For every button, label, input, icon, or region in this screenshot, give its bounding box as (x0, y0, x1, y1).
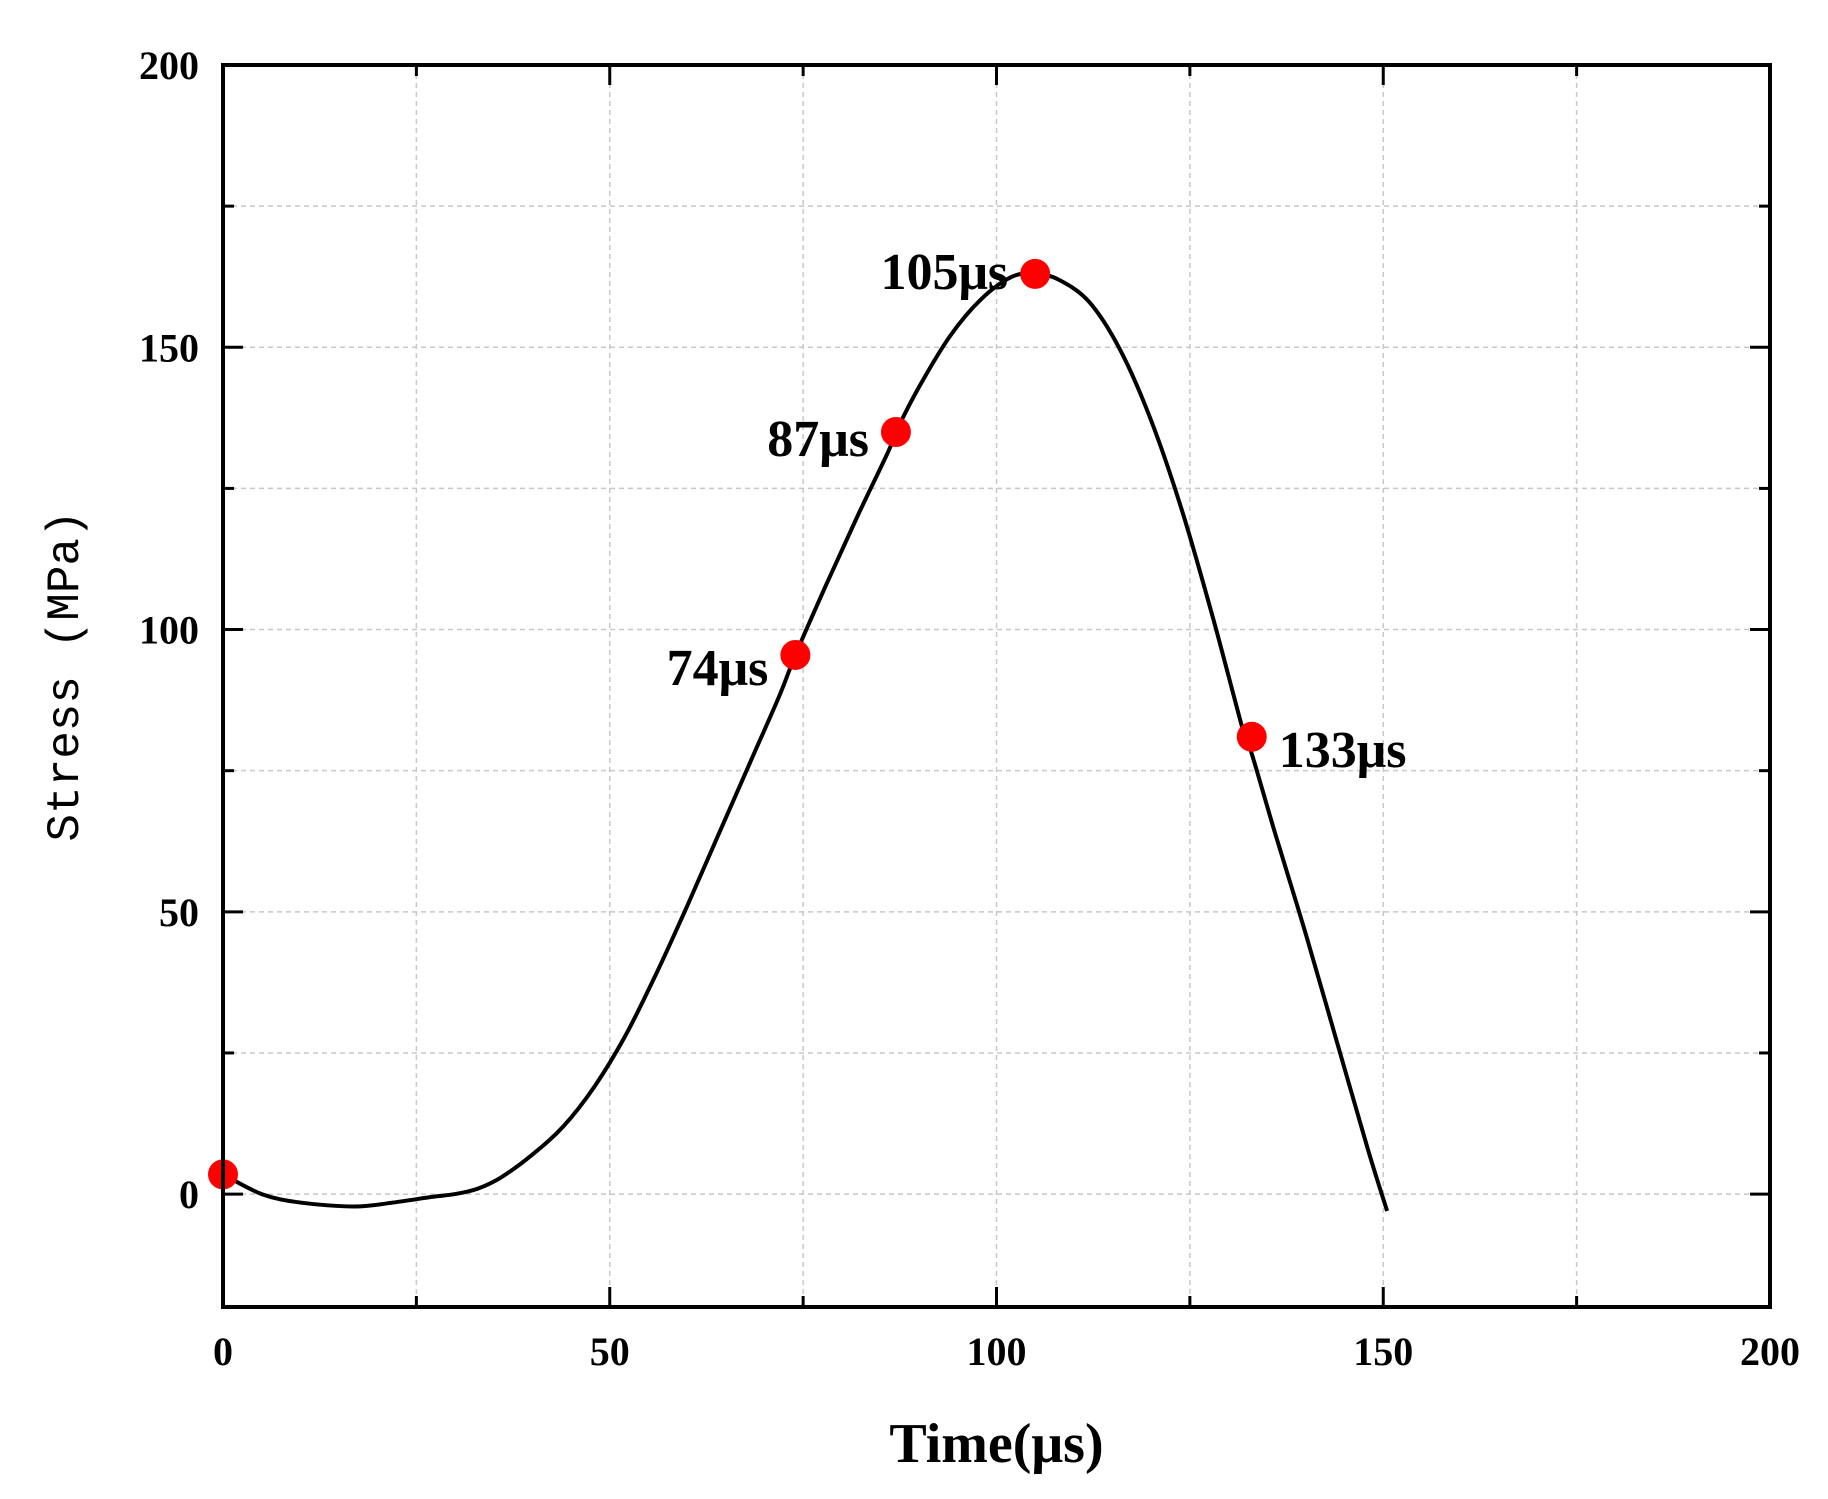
data-point-marker (880, 416, 911, 447)
x-tick-label: 200 (1740, 1329, 1800, 1374)
point-annotation: 105μs (880, 244, 1008, 301)
y-tick-label: 200 (139, 43, 199, 88)
x-tick-label: 50 (590, 1329, 630, 1374)
data-point-marker (1020, 258, 1051, 289)
data-point-marker (780, 639, 811, 670)
y-tick-label: 50 (159, 890, 199, 935)
x-tick-label: 100 (967, 1329, 1027, 1374)
markers: 74μs 87μs 105μs 133μs (208, 244, 1407, 1190)
y-tick-label: 0 (179, 1172, 199, 1217)
point-annotation: 87μs (767, 411, 869, 468)
point-annotation: 74μs (667, 640, 769, 697)
x-tick-label: 150 (1353, 1329, 1413, 1374)
data-point-marker (1236, 721, 1267, 752)
y-tick-label: 100 (139, 608, 199, 653)
y-tick-label: 150 (139, 325, 199, 370)
grid (223, 65, 1770, 1307)
x-tick-label: 0 (213, 1329, 233, 1374)
x-axis-title: Time(μs) (889, 1413, 1103, 1475)
y-axis-title: Stress (MPa) (40, 510, 92, 841)
axes: 0 50 100 150 200 0 50 100 150 200 (139, 43, 1800, 1374)
point-annotation: 133μs (1279, 722, 1407, 779)
